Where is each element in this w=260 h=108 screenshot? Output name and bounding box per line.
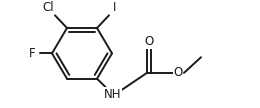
Text: NH: NH — [104, 88, 122, 101]
Text: Cl: Cl — [42, 1, 54, 14]
Text: O: O — [144, 35, 154, 48]
Text: I: I — [113, 1, 117, 14]
Text: F: F — [29, 47, 35, 60]
Text: O: O — [173, 66, 183, 79]
